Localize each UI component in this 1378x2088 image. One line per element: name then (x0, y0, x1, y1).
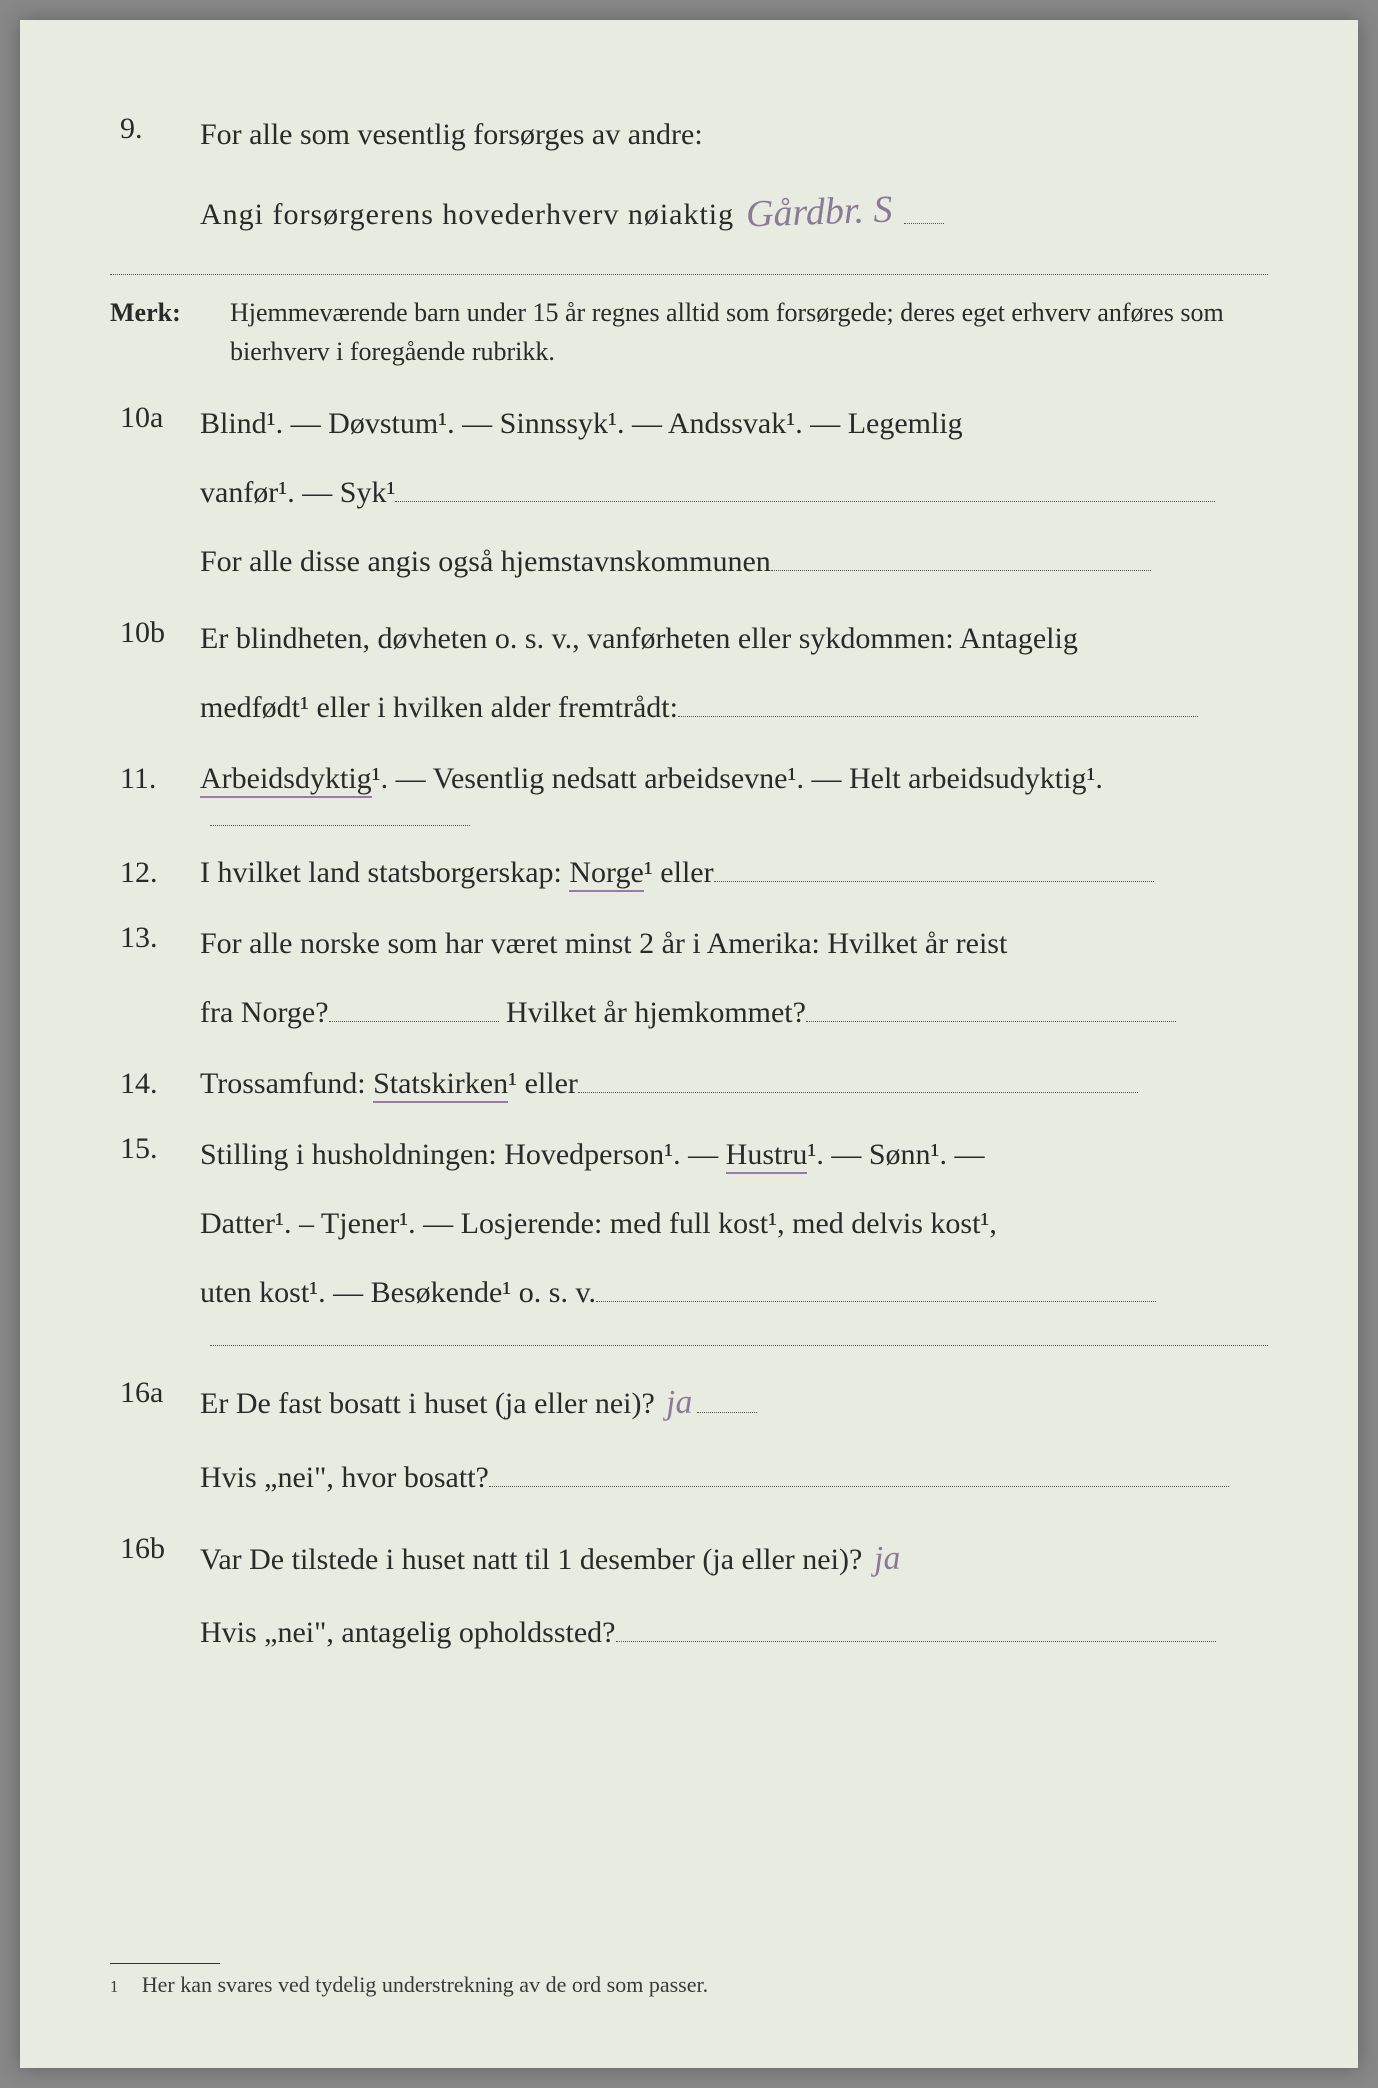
q10a-fill1 (395, 501, 1215, 502)
q16a-number: 16a (110, 1364, 200, 1421)
merk-body: Hjemmeværende barn under 15 år regnes al… (230, 293, 1268, 371)
question-10b: 10b Er blindheten, døvheten o. s. v., va… (110, 604, 1268, 742)
divider-after-9 (110, 274, 1268, 275)
q16b-fill (616, 1641, 1216, 1642)
q14-text-a: Trossamfund: (200, 1067, 373, 1100)
q11-rest: ¹. — Vesentlig nedsatt arbeidsevne¹. — H… (372, 762, 1103, 795)
q12-body: I hvilket land statsborgerskap: Norge¹ e… (200, 844, 1268, 901)
q16b-line2-wrap: Hvis „nei", antagelig opholdssted? (200, 1598, 1268, 1667)
q13-line2a: fra Norge? (200, 996, 329, 1029)
q10a-line3: For alle disse angis også hjemstavnskomm… (200, 545, 771, 578)
merk-label: Merk: (110, 293, 230, 332)
q9-line1: For alle som vesentlig forsørges av andr… (200, 100, 1268, 169)
q9-body: For alle som vesentlig forsørges av andr… (200, 100, 1268, 256)
q12-norge: Norge (569, 856, 643, 892)
q15-number: 15. (110, 1120, 200, 1177)
q15-line1a: Stilling i husholdningen: Hovedperson¹. … (200, 1138, 726, 1171)
q15-line1b: ¹. — Sønn¹. — (807, 1138, 984, 1171)
question-15: 15. Stilling i husholdningen: Hovedperso… (110, 1120, 1268, 1327)
q10b-line1: Er blindheten, døvheten o. s. v., vanfør… (200, 604, 1268, 673)
q13-body: For alle norske som har været minst 2 år… (200, 909, 1268, 1047)
q16a-handwritten: ja (661, 1364, 698, 1443)
q13-line2b: Hvilket år hjemkommet? (506, 996, 806, 1029)
q16a-fill (489, 1486, 1229, 1487)
question-12: 12. I hvilket land statsborgerskap: Norg… (110, 844, 1268, 901)
q12-text-a: I hvilket land statsborgerskap: (200, 856, 569, 889)
footnote: 1 Her kan svares ved tydelig understrekn… (110, 1963, 1268, 1998)
q9-fill (904, 223, 944, 224)
q13-fill2 (806, 1021, 1176, 1022)
footnote-rule (110, 1963, 220, 1964)
q10b-number: 10b (110, 604, 200, 661)
divider-after-15 (210, 1345, 1268, 1346)
q12-number: 12. (110, 844, 200, 901)
q10a-line3-wrap: For alle disse angis også hjemstavnskomm… (200, 527, 1268, 596)
q13-line1: For alle norske som har været minst 2 år… (200, 909, 1268, 978)
question-10a: 10a Blind¹. — Døvstum¹. — Sinnssyk¹. — A… (110, 389, 1268, 596)
q14-statskirken: Statskirken (373, 1067, 508, 1103)
q16b-line1: Var De tilstede i huset natt til 1 desem… (200, 1543, 862, 1576)
merk-note: Merk: Hjemmeværende barn under 15 år reg… (110, 293, 1268, 371)
q9-line2a: Angi forsørgerens hovederhverv nøiaktig (200, 198, 734, 231)
q9-handwritten: Gårdbr. S (740, 166, 897, 259)
footnote-text: Her kan svares ved tydelig understreknin… (142, 1972, 708, 1997)
q15-line3-wrap: uten kost¹. — Besøkende¹ o. s. v. (200, 1258, 1268, 1327)
q10b-body: Er blindheten, døvheten o. s. v., vanfør… (200, 604, 1268, 742)
q16a-body: Er De fast bosatt i huset (ja eller nei)… (200, 1364, 1268, 1511)
question-13: 13. For alle norske som har været minst … (110, 909, 1268, 1047)
q15-line1-wrap: Stilling i husholdningen: Hovedperson¹. … (200, 1120, 1268, 1189)
q12-text-b: ¹ eller (644, 856, 714, 889)
divider-after-11 (210, 825, 470, 826)
question-14: 14. Trossamfund: Statskirken¹ eller (110, 1055, 1268, 1112)
question-16a: 16a Er De fast bosatt i huset (ja eller … (110, 1364, 1268, 1511)
question-11: 11. Arbeidsdyktig¹. — Vesentlig nedsatt … (110, 750, 1268, 807)
q10a-line2: vanfør¹. — Syk¹ (200, 476, 395, 509)
q14-number: 14. (110, 1055, 200, 1112)
q11-number: 11. (110, 750, 200, 807)
question-16b: 16b Var De tilstede i huset natt til 1 d… (110, 1520, 1268, 1667)
q15-hustru: Hustru (726, 1138, 808, 1174)
question-9: 9. For alle som vesentlig forsørges av a… (110, 100, 1268, 256)
q15-line3: uten kost¹. — Besøkende¹ o. s. v. (200, 1276, 596, 1309)
q16b-number: 16b (110, 1520, 200, 1577)
q13-fill1 (329, 1021, 499, 1022)
q16a-line2-wrap: Hvis „nei", hvor bosatt? (200, 1443, 1268, 1512)
q15-body: Stilling i husholdningen: Hovedperson¹. … (200, 1120, 1268, 1327)
q16a-fill0 (697, 1412, 757, 1413)
q16b-line2: Hvis „nei", antagelig opholdssted? (200, 1616, 616, 1649)
q16b-handwritten: ja (868, 1519, 905, 1598)
form-content: 9. For alle som vesentlig forsørges av a… (110, 100, 1268, 1667)
q13-number: 13. (110, 909, 200, 966)
q11-arbeidsdyktig: Arbeidsdyktig (200, 762, 372, 798)
footnote-number: 1 (110, 1977, 118, 1996)
q16a-line1-wrap: Er De fast bosatt i huset (ja eller nei)… (200, 1364, 1268, 1442)
q10a-line1: Blind¹. — Døvstum¹. — Sinnssyk¹. — Andss… (200, 389, 1268, 458)
q16b-line1-wrap: Var De tilstede i huset natt til 1 desem… (200, 1520, 1268, 1598)
q16a-line1: Er De fast bosatt i huset (ja eller nei)… (200, 1387, 655, 1420)
q10b-line2: medfødt¹ eller i hvilken alder fremtrådt… (200, 691, 678, 724)
q10b-line2-wrap: medfødt¹ eller i hvilken alder fremtrådt… (200, 673, 1268, 742)
q12-fill (714, 881, 1154, 882)
q10a-line2-wrap: vanfør¹. — Syk¹ (200, 458, 1268, 527)
q10a-number: 10a (110, 389, 200, 446)
q13-line2-wrap: fra Norge? Hvilket år hjemkommet? (200, 978, 1268, 1047)
q16b-body: Var De tilstede i huset natt til 1 desem… (200, 1520, 1268, 1667)
q15-line2: Datter¹. – Tjener¹. — Losjerende: med fu… (200, 1189, 1268, 1258)
q9-line2-wrap: Angi forsørgerens hovederhverv nøiaktig … (200, 169, 1268, 256)
q14-body: Trossamfund: Statskirken¹ eller (200, 1055, 1268, 1112)
q15-fill (596, 1301, 1156, 1302)
q16a-line2: Hvis „nei", hvor bosatt? (200, 1461, 489, 1494)
q14-fill (578, 1092, 1138, 1093)
q9-number: 9. (110, 100, 200, 157)
q14-text-b: ¹ eller (508, 1067, 578, 1100)
census-form-page: 9. For alle som vesentlig forsørges av a… (20, 20, 1358, 2068)
q10b-fill (678, 716, 1198, 717)
q10a-body: Blind¹. — Døvstum¹. — Sinnssyk¹. — Andss… (200, 389, 1268, 596)
q10a-fill2 (771, 570, 1151, 571)
q11-body: Arbeidsdyktig¹. — Vesentlig nedsatt arbe… (200, 750, 1268, 807)
